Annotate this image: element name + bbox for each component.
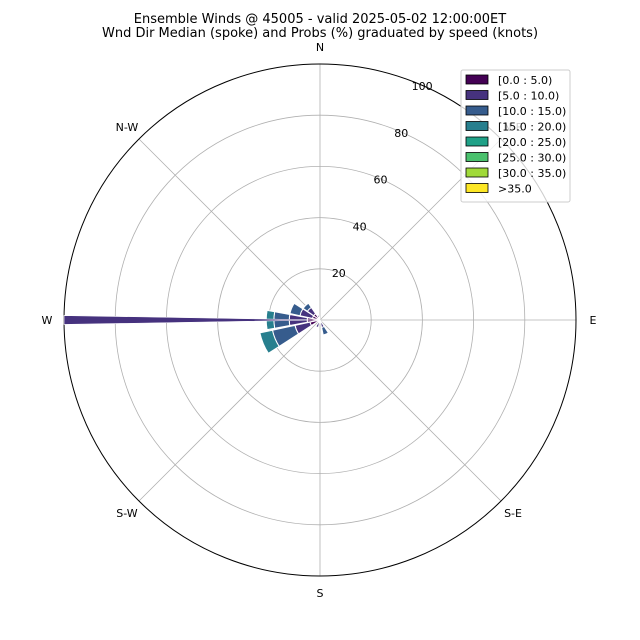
direction-label: S-E xyxy=(504,507,522,520)
direction-label: W xyxy=(42,314,53,327)
legend-swatch xyxy=(465,136,489,147)
direction-label: S xyxy=(317,587,324,600)
chart-title: Ensemble Winds @ 45005 - valid 2025-05-0… xyxy=(134,12,506,27)
grid-spoke xyxy=(138,138,321,321)
radial-tick-label: 20 xyxy=(332,267,346,280)
radial-tick-label: 80 xyxy=(394,127,408,140)
direction-label: E xyxy=(590,314,597,327)
legend-swatch xyxy=(465,90,489,100)
rose-bar xyxy=(316,314,321,319)
chart-subtitle: Wnd Dir Median (spoke) and Probs (%) gra… xyxy=(102,26,538,41)
grid-spoke xyxy=(319,319,502,502)
rose-bar xyxy=(302,302,312,312)
rose-bar xyxy=(315,321,321,329)
rose-bar xyxy=(321,325,330,336)
legend-swatch xyxy=(465,105,489,116)
rose-bar xyxy=(289,302,304,317)
radial-tick-label: 40 xyxy=(353,220,367,233)
legend-swatch xyxy=(465,121,489,131)
radial-tick-label: 100 xyxy=(412,80,433,93)
legend-label: [5.0 : 10.0) xyxy=(498,90,559,103)
legend-label: [20.0 : 25.0) xyxy=(498,136,566,149)
direction-label: N-W xyxy=(116,121,139,134)
rose-bar xyxy=(259,329,280,355)
legend-swatch xyxy=(465,152,489,162)
legend-label: [10.0 : 15.0) xyxy=(498,105,566,118)
legend-swatch xyxy=(465,167,489,178)
legend-swatch xyxy=(465,74,489,85)
legend-label: [0.0 : 5.0) xyxy=(498,74,552,87)
legend-label: [25.0 : 30.0) xyxy=(498,152,566,165)
legend-swatch xyxy=(465,183,489,193)
direction-label: N xyxy=(316,41,324,54)
direction-label: S-W xyxy=(116,507,138,520)
legend-label: [30.0 : 35.0) xyxy=(498,167,566,180)
legend-label: >35.0 xyxy=(498,183,532,196)
median-spoke xyxy=(63,315,321,325)
grid-spoke xyxy=(138,319,321,502)
legend-label: [15.0 : 20.0) xyxy=(498,121,566,134)
median-spoke-bar xyxy=(63,315,321,325)
legend: [0.0 : 5.0) [5.0 : 10.0) [10.0 : 15.0) [15.… xyxy=(460,69,571,203)
radial-tick-label: 60 xyxy=(373,174,387,187)
